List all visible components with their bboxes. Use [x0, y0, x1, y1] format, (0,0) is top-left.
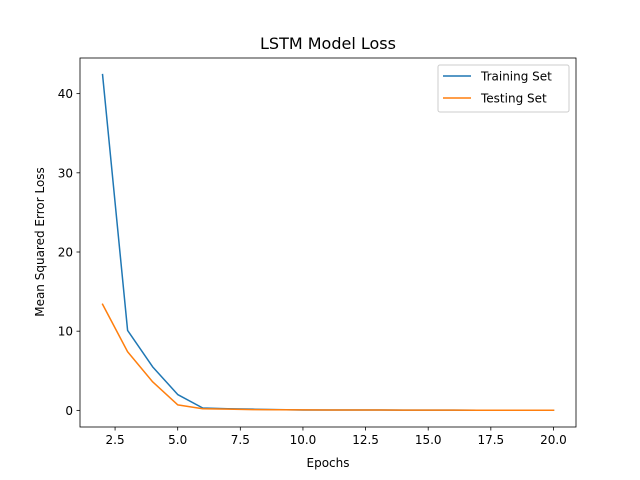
legend-label-0: Training Set	[480, 70, 552, 84]
x-tick-label: 12.5	[352, 433, 379, 447]
x-tick-label: 15.0	[415, 433, 442, 447]
x-tick-label: 7.5	[231, 433, 250, 447]
series-line-1	[101, 303, 555, 411]
legend-label-1: Testing Set	[480, 92, 547, 106]
y-axis: 0 10 20 30 40	[58, 87, 80, 418]
legend: Training Set Testing Set	[437, 64, 570, 113]
y-tick-label: 0	[65, 404, 73, 418]
chart-title: LSTM Model Loss	[260, 34, 396, 53]
x-tick-label: 10.0	[290, 433, 317, 447]
y-tick-label: 30	[58, 166, 73, 180]
y-tick-label: 40	[58, 87, 73, 101]
axes-frame	[79, 57, 577, 428]
x-tick-label: 20.0	[540, 433, 567, 447]
x-axis: 2.5 5.0 7.5 10.0 12.5 15.0 17.5 20.0	[106, 427, 567, 447]
plot-area	[79, 57, 577, 428]
x-tick-label: 17.5	[477, 433, 504, 447]
y-axis-label: Mean Squared Error Loss	[33, 167, 47, 317]
x-tick-label: 5.0	[168, 433, 187, 447]
y-tick-label: 10	[58, 325, 73, 339]
x-tick-label: 2.5	[106, 433, 125, 447]
series-line-0	[101, 73, 555, 411]
x-axis-label: Epochs	[307, 456, 350, 470]
y-tick-label: 20	[58, 246, 73, 260]
